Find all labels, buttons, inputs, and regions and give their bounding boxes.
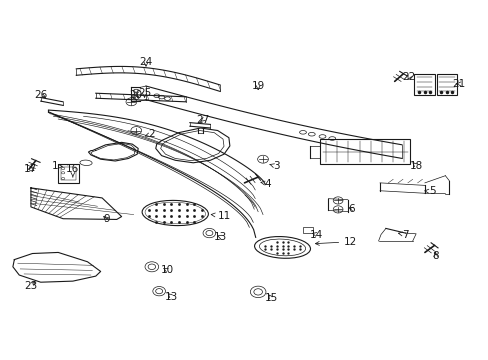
Text: 24: 24: [139, 57, 152, 67]
Text: 13: 13: [164, 292, 178, 302]
Text: 21: 21: [451, 79, 465, 89]
Text: 6: 6: [348, 204, 354, 214]
Text: 16: 16: [66, 164, 80, 177]
Text: 25: 25: [138, 88, 151, 98]
Text: 12: 12: [315, 237, 357, 247]
Text: 8: 8: [431, 251, 438, 261]
Text: 4: 4: [261, 179, 271, 189]
Text: 11: 11: [211, 211, 230, 221]
Text: 2: 2: [145, 129, 155, 139]
Text: 9: 9: [103, 215, 110, 224]
Text: 23: 23: [24, 281, 38, 291]
Text: 20: 20: [129, 90, 142, 100]
Text: 7: 7: [398, 230, 408, 239]
Text: 5: 5: [424, 186, 435, 197]
Text: 1: 1: [52, 161, 62, 171]
Text: 3: 3: [269, 161, 279, 171]
Text: 17: 17: [24, 164, 38, 174]
Text: 26: 26: [34, 90, 47, 100]
Text: 22: 22: [402, 72, 415, 82]
Text: 18: 18: [408, 161, 422, 171]
Text: 14: 14: [309, 230, 323, 239]
Text: 19: 19: [251, 81, 264, 91]
Text: 10: 10: [161, 265, 174, 275]
Text: 27: 27: [196, 115, 209, 125]
Text: 13: 13: [213, 232, 226, 242]
Text: 15: 15: [264, 293, 277, 303]
